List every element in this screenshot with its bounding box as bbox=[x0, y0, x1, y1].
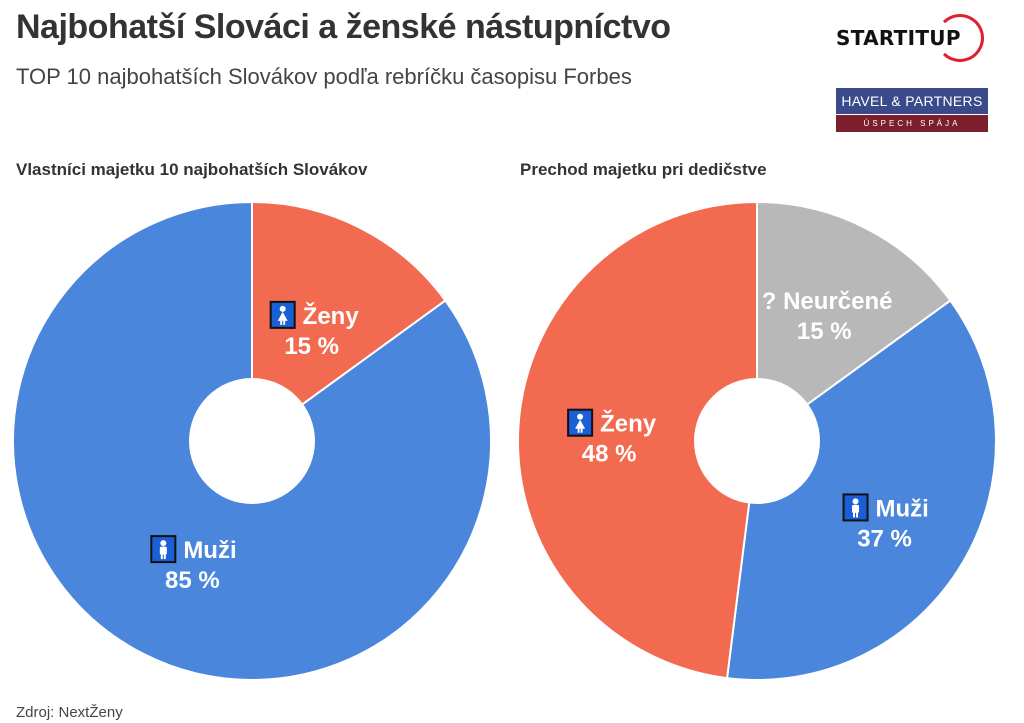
pie-1-slice-1 bbox=[251, 200, 447, 443]
pie-2-slice-2-value: 37 % bbox=[857, 525, 912, 552]
havel-partners-logo-text: HAVEL & PARTNERS bbox=[836, 88, 988, 115]
pie-2-label-3: Ženy 48 % bbox=[567, 408, 657, 468]
pie-1-slice-2-value: 85 % bbox=[165, 567, 220, 594]
pie-2-label-2: Muži 37 % bbox=[842, 493, 929, 552]
pie-2: ? Neurčené 15 % Muži 37 % Ženy 48 % bbox=[517, 200, 997, 681]
pie-2-title: Prechod majetku pri dedičstve bbox=[520, 160, 767, 179]
woman-icon bbox=[269, 300, 296, 329]
pie-2-slice-3-value: 48 % bbox=[582, 441, 637, 468]
pie-1-slice-1-value: 15 % bbox=[284, 333, 339, 360]
pie-2-label-1: ? Neurčené 15 % bbox=[762, 288, 893, 345]
pie-1-hole bbox=[189, 378, 315, 504]
woman-icon bbox=[567, 408, 594, 437]
startitup-logo-text: STARTITUP bbox=[836, 26, 961, 50]
havel-partners-logo: HAVEL & PARTNERS ÚSPECH SPÁJA bbox=[836, 88, 988, 132]
pie-1-slice-1-name: Ženy bbox=[303, 302, 360, 330]
pie-2-slice-1-value: 15 % bbox=[797, 318, 852, 345]
man-icon bbox=[150, 535, 177, 564]
startitup-logo: STARTITUP bbox=[836, 14, 996, 68]
pie-2-slice-3 bbox=[517, 200, 758, 680]
pie-2-slice-1 bbox=[756, 200, 952, 443]
pie-2-slice-1-name: ? Neurčené bbox=[762, 288, 893, 315]
havel-partners-tagline: ÚSPECH SPÁJA bbox=[863, 119, 961, 128]
logo-ring-icon bbox=[936, 14, 984, 62]
pie-1: Ženy 15 % Muži 85 % bbox=[12, 200, 492, 681]
pie-1-slice-2-name: Muži bbox=[183, 537, 236, 564]
pie-2-slice-3-name: Ženy bbox=[600, 410, 657, 438]
chart-subtitle: TOP 10 najbohatších Slovákov podľa rebrí… bbox=[16, 64, 632, 89]
chart-title: Najbohatší Slováci a ženské nástupníctvo bbox=[16, 8, 671, 46]
pie-1-label-1: Ženy 15 % bbox=[269, 300, 360, 360]
man-icon bbox=[842, 493, 869, 522]
pie-2-slice-2-name: Muži bbox=[876, 495, 929, 522]
pie-2-slice-2 bbox=[725, 299, 997, 681]
pie-1-title: Vlastníci majetku 10 najbohatších Slovák… bbox=[16, 160, 368, 179]
pie-2-hole bbox=[694, 378, 820, 504]
pie-1-label-2: Muži 85 % bbox=[150, 535, 237, 594]
source-note: Zdroj: NextŽeny bbox=[16, 704, 123, 721]
